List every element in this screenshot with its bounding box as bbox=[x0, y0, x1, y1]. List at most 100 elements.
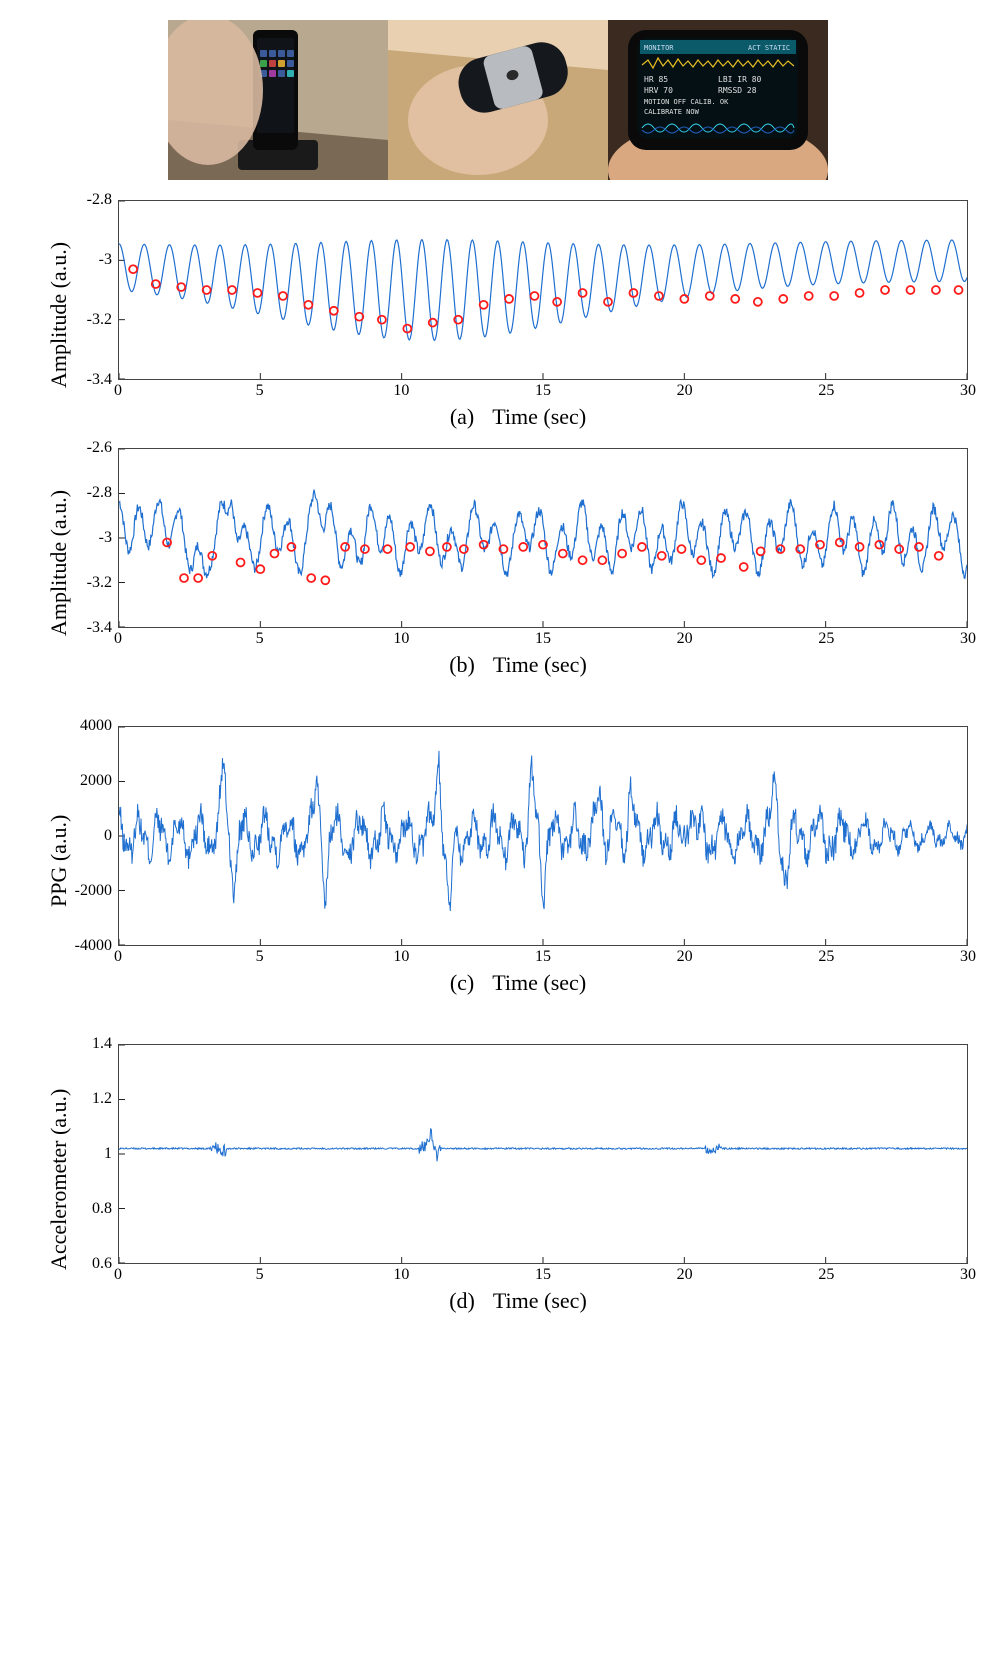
panel-a: Amplitude (a.u.)-3.4-3.2-3-2.80510152025… bbox=[40, 200, 956, 430]
ytick: -2.8 bbox=[68, 191, 112, 209]
plot-area-b bbox=[118, 448, 968, 628]
trough-marker bbox=[579, 556, 587, 564]
trough-marker bbox=[194, 574, 202, 582]
xtick: 25 bbox=[818, 382, 834, 400]
trough-marker bbox=[505, 295, 513, 303]
trough-marker bbox=[129, 265, 137, 273]
panel-letter-a: (a) bbox=[450, 404, 474, 429]
svg-text:MONITOR: MONITOR bbox=[644, 44, 674, 52]
trough-marker bbox=[895, 545, 903, 553]
trough-marker bbox=[680, 295, 688, 303]
xtick: 20 bbox=[677, 1266, 693, 1284]
ytick: 0.6 bbox=[68, 1255, 112, 1273]
trough-marker bbox=[237, 559, 245, 567]
xtick: 20 bbox=[677, 948, 693, 966]
svg-text:RMSSD 28: RMSSD 28 bbox=[718, 86, 757, 95]
photo-phone-cradle bbox=[168, 20, 388, 180]
signal-line-d bbox=[119, 1129, 967, 1162]
trough-marker bbox=[304, 301, 312, 309]
trough-marker bbox=[740, 563, 748, 571]
xtick: 15 bbox=[535, 382, 551, 400]
trough-marker bbox=[638, 543, 646, 551]
xtick: 30 bbox=[960, 630, 976, 648]
trough-marker bbox=[598, 556, 606, 564]
xtick: 25 bbox=[818, 1266, 834, 1284]
ytick: 1.2 bbox=[68, 1090, 112, 1108]
xtick: 25 bbox=[818, 948, 834, 966]
ytick: -3.4 bbox=[68, 619, 112, 637]
trough-marker bbox=[307, 574, 315, 582]
xlabel-d: (d) Time (sec) bbox=[68, 1288, 968, 1314]
panel-d: Accelerometer (a.u.)0.60.811.21.40510152… bbox=[40, 1044, 956, 1314]
xtick: 15 bbox=[535, 1266, 551, 1284]
panel-letter-b: (b) bbox=[449, 652, 475, 677]
svg-text:HRV 70: HRV 70 bbox=[644, 86, 673, 95]
xtick: 30 bbox=[960, 382, 976, 400]
xtick: 25 bbox=[818, 630, 834, 648]
trough-marker bbox=[618, 550, 626, 558]
svg-text:CALIBRATE NOW: CALIBRATE NOW bbox=[644, 108, 700, 116]
ytick: -3 bbox=[68, 529, 112, 547]
trough-marker bbox=[454, 316, 462, 324]
xtick: 5 bbox=[256, 1266, 264, 1284]
ylabel-b: Amplitude (a.u.) bbox=[40, 448, 68, 678]
panel-c: PPG (a.u.)-4000-200002000400005101520253… bbox=[40, 726, 956, 996]
xtick: 5 bbox=[256, 382, 264, 400]
svg-text:ACT STATIC: ACT STATIC bbox=[748, 44, 790, 52]
trough-marker bbox=[279, 292, 287, 300]
ylabel-a: Amplitude (a.u.) bbox=[40, 200, 68, 430]
device-photo-strip: MONITOR ACT STATIC HR 85 LBI IR 80 HRV 7… bbox=[20, 20, 976, 180]
ytick: 2000 bbox=[68, 772, 112, 790]
trough-marker bbox=[881, 286, 889, 294]
trough-marker bbox=[180, 574, 188, 582]
xtick: 0 bbox=[114, 1266, 122, 1284]
xlabel-text-a: Time (sec) bbox=[492, 404, 586, 429]
svg-text:MOTION OFF CALIB. OK: MOTION OFF CALIB. OK bbox=[644, 98, 729, 106]
xtick: 0 bbox=[114, 382, 122, 400]
xtick: 30 bbox=[960, 1266, 976, 1284]
trough-marker bbox=[830, 292, 838, 300]
xtick: 10 bbox=[393, 948, 409, 966]
panel-letter-c: (c) bbox=[450, 970, 474, 995]
signal-line-b bbox=[119, 490, 967, 579]
trough-marker bbox=[559, 550, 567, 558]
ytick: 1 bbox=[68, 1145, 112, 1163]
signal-line-c bbox=[119, 751, 967, 911]
xlabel-text-b: Time (sec) bbox=[493, 652, 587, 677]
ytick: -3.2 bbox=[68, 574, 112, 592]
photo-placeholder-1 bbox=[168, 20, 388, 180]
trough-marker bbox=[384, 545, 392, 553]
svg-text:HR 85: HR 85 bbox=[644, 75, 668, 84]
photo-watch-screen: MONITOR ACT STATIC HR 85 LBI IR 80 HRV 7… bbox=[608, 20, 828, 180]
ytick: 4000 bbox=[68, 717, 112, 735]
xtick: 10 bbox=[393, 382, 409, 400]
xlabel-b: (b) Time (sec) bbox=[68, 652, 968, 678]
photo-placeholder-2 bbox=[388, 20, 608, 180]
xtick: 20 bbox=[677, 382, 693, 400]
signal-line-a bbox=[119, 240, 967, 341]
ytick: -3.2 bbox=[68, 311, 112, 329]
trough-marker bbox=[429, 319, 437, 327]
trough-marker bbox=[658, 552, 666, 560]
ytick: -4000 bbox=[68, 937, 112, 955]
xlabel-c: (c) Time (sec) bbox=[68, 970, 968, 996]
ytick: -3.4 bbox=[68, 371, 112, 389]
trough-marker bbox=[932, 286, 940, 294]
plot-area-d bbox=[118, 1044, 968, 1264]
trough-marker bbox=[228, 286, 236, 294]
xlabel-text-c: Time (sec) bbox=[492, 970, 586, 995]
xlabel-a: (a) Time (sec) bbox=[68, 404, 968, 430]
panel-letter-d: (d) bbox=[449, 1288, 475, 1313]
trough-marker bbox=[731, 295, 739, 303]
svg-text:LBI IR 80: LBI IR 80 bbox=[718, 75, 762, 84]
ytick: -2.6 bbox=[68, 439, 112, 457]
plot-area-a bbox=[118, 200, 968, 380]
xlabel-text-d: Time (sec) bbox=[493, 1288, 587, 1313]
xtick: 5 bbox=[256, 948, 264, 966]
xtick: 20 bbox=[677, 630, 693, 648]
xtick: 15 bbox=[535, 630, 551, 648]
ytick: -3 bbox=[68, 251, 112, 269]
trough-marker bbox=[717, 554, 725, 562]
xtick: 30 bbox=[960, 948, 976, 966]
ytick: -2000 bbox=[68, 882, 112, 900]
